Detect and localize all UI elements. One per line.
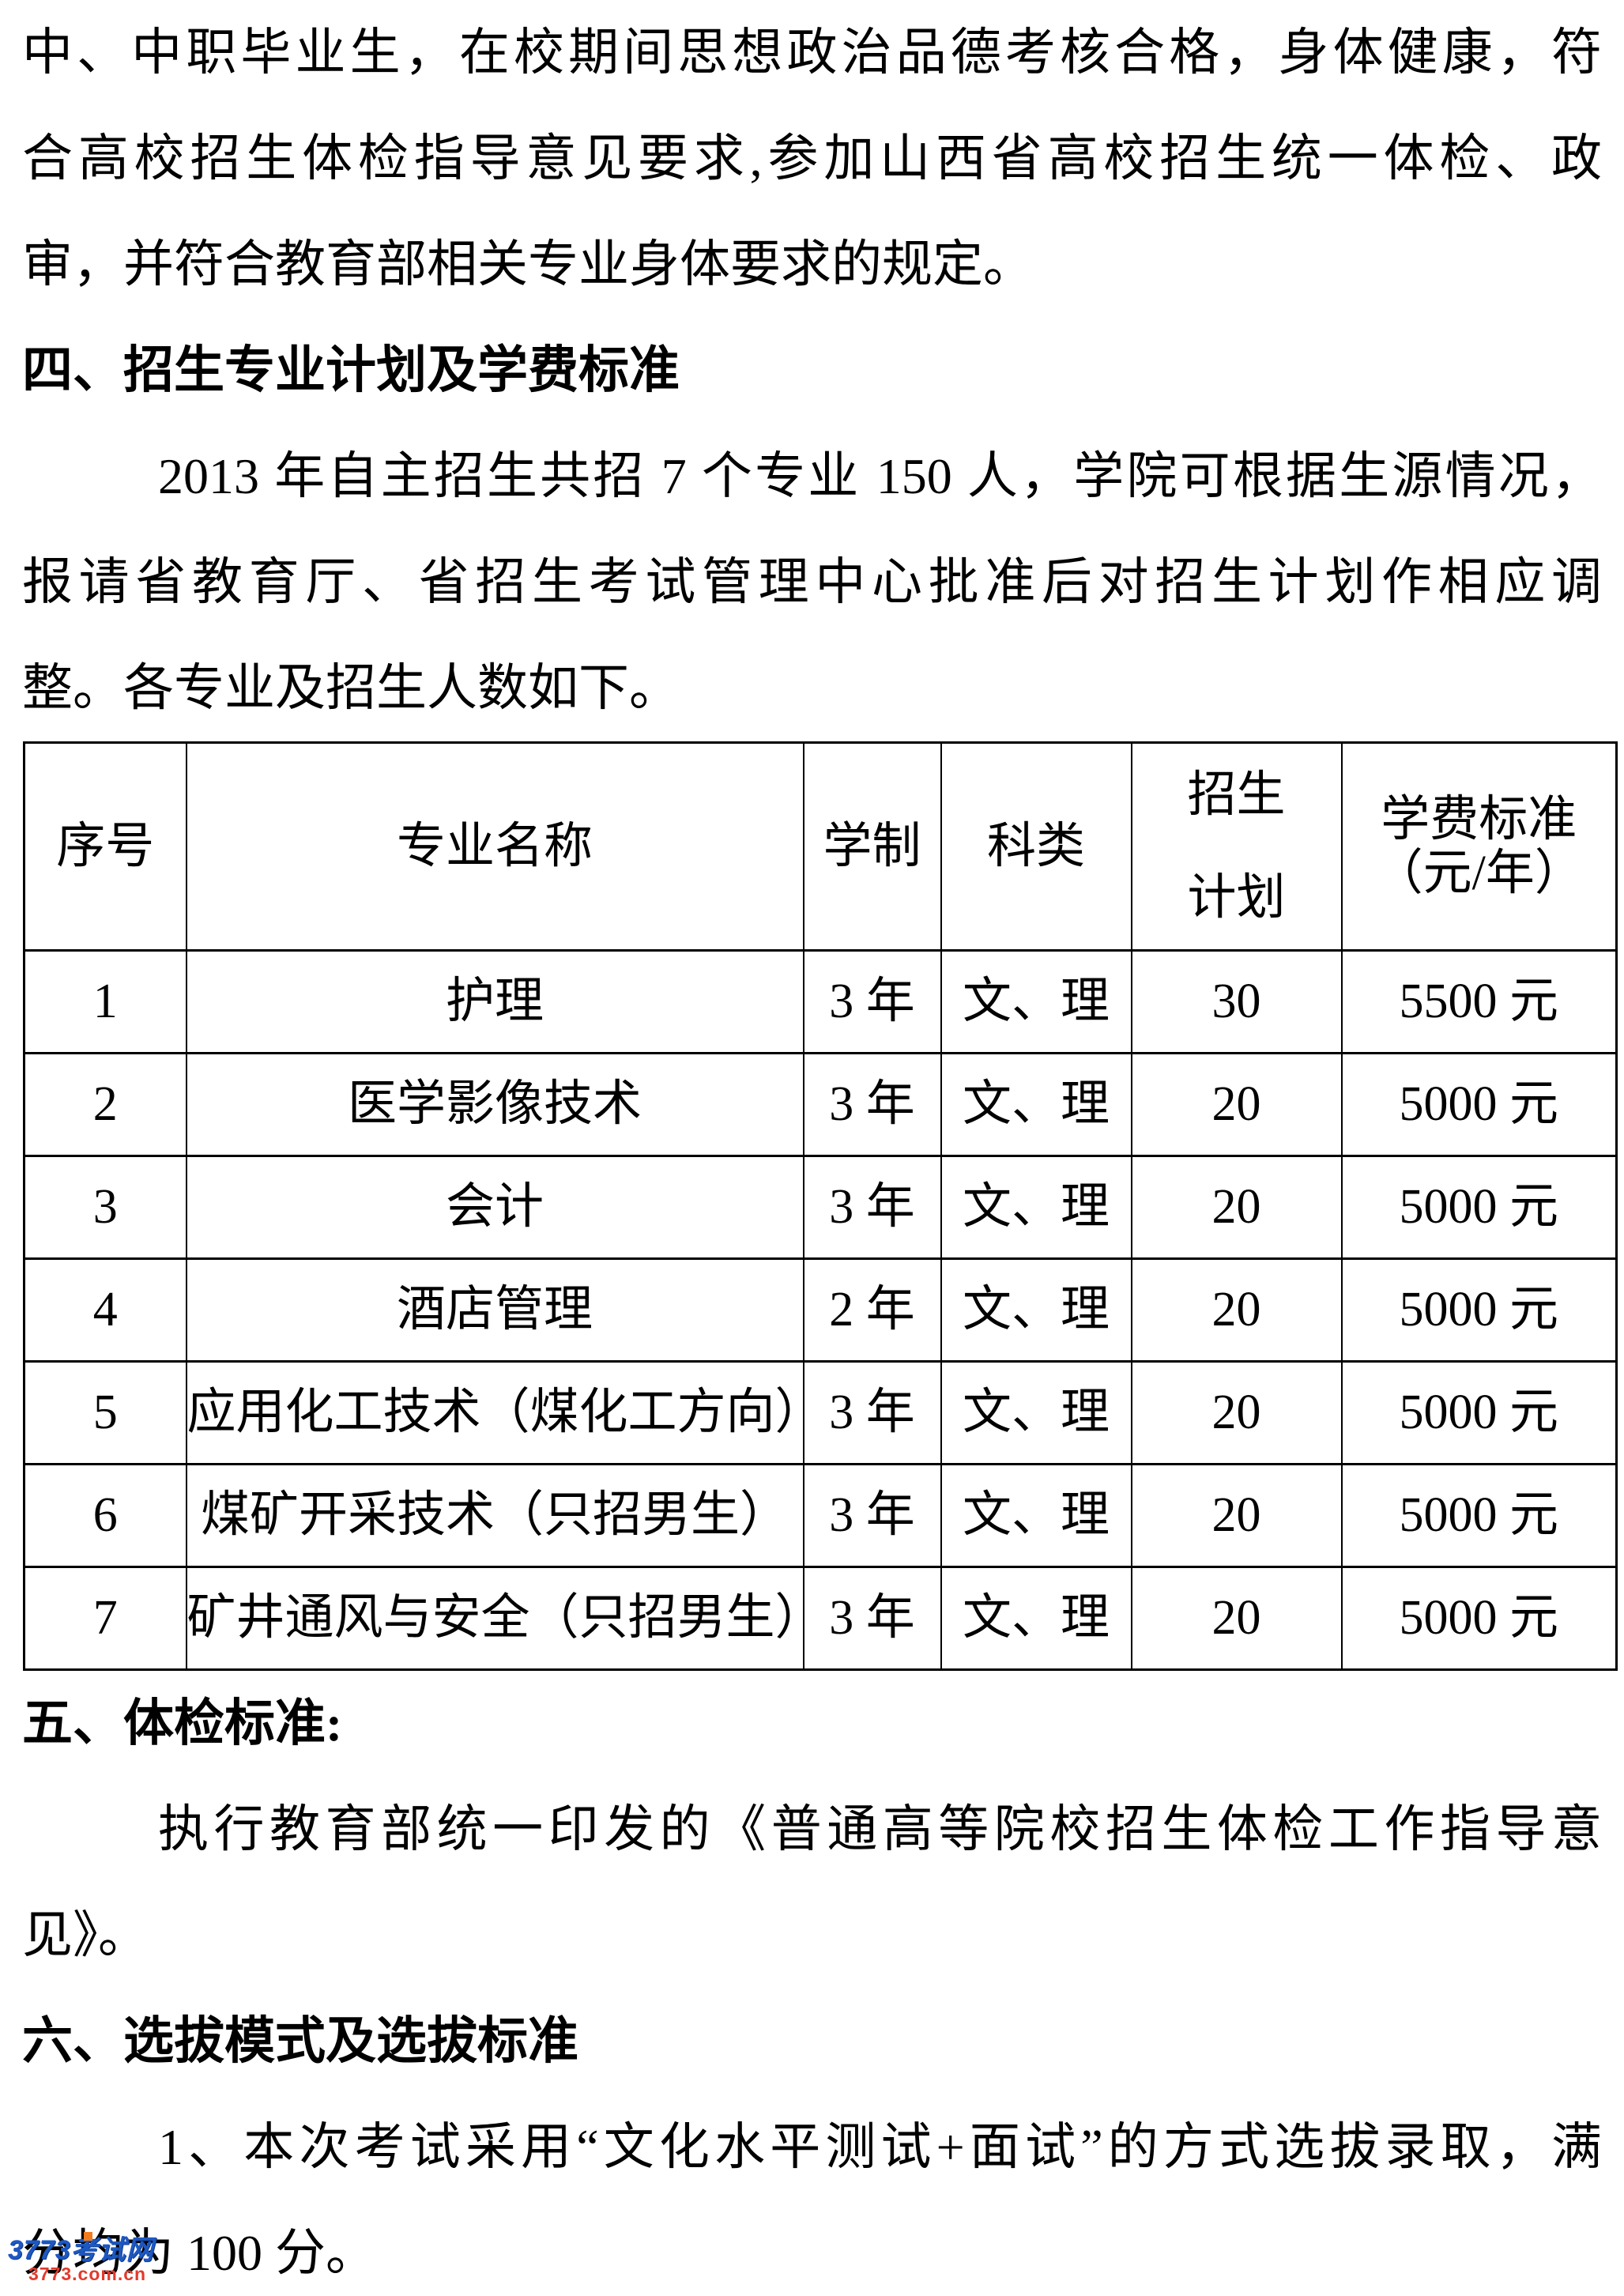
paragraph-line: 见》。 xyxy=(22,1907,149,1963)
paragraph-line: 审，并符合教育部相关专业身体要求的规定。 xyxy=(22,236,1034,292)
paragraph-line: 2013 年自主招生共招 7 个专业 150 人，学院可根据生源情况， xyxy=(158,448,1602,504)
cell-category: 文、理 xyxy=(940,949,1132,1054)
cell-seq: 5 xyxy=(23,1360,187,1465)
cell-fee: 5000 元 xyxy=(1340,1257,1618,1363)
cell-fee: 5000 元 xyxy=(1340,1155,1618,1260)
cell-category: 文、理 xyxy=(940,1463,1132,1568)
cell-major: 煤矿开采技术（只招男生） xyxy=(185,1463,804,1568)
cell-category: 文、理 xyxy=(940,1155,1132,1260)
cell-duration: 3 年 xyxy=(802,1360,942,1465)
paragraph-line: 合高校招生体检指导意见要求,参加山西省高校招生统一体检、政 xyxy=(22,130,1602,187)
cell-duration: 3 年 xyxy=(802,1052,942,1157)
cell-seq: 4 xyxy=(23,1257,187,1363)
table-row: 2 医学影像技术 3 年 文、理 20 5000 元 xyxy=(23,1052,1618,1157)
cell-plan: 20 xyxy=(1130,1052,1343,1157)
cell-category: 文、理 xyxy=(940,1360,1132,1465)
paragraph-line: 执行教育部统一印发的《普通高等院校招生体检工作指导意 xyxy=(158,1801,1602,1857)
cell-seq: 3 xyxy=(23,1155,187,1260)
cell-plan: 20 xyxy=(1130,1360,1343,1465)
cell-major: 护理 xyxy=(185,949,804,1054)
header-fee-line2: （元/年） xyxy=(1373,846,1584,900)
cell-plan: 20 xyxy=(1130,1257,1343,1363)
header-plan-lines: 招生 计划 xyxy=(1133,745,1340,948)
section-heading-4: 四、招生专业计划及学费标准 xyxy=(22,342,680,398)
cell-category: 文、理 xyxy=(940,1566,1132,1671)
cell-seq: 7 xyxy=(23,1566,187,1671)
header-fee: 学费标准 （元/年） xyxy=(1340,741,1618,952)
header-seq: 序号 xyxy=(23,741,187,952)
cell-duration: 3 年 xyxy=(802,1155,942,1260)
table-row: 3 会计 3 年 文、理 20 5000 元 xyxy=(23,1155,1618,1260)
header-duration: 学制 xyxy=(802,741,942,952)
cell-category: 文、理 xyxy=(940,1257,1132,1363)
header-category: 科类 xyxy=(940,741,1132,952)
header-fee-lines: 学费标准 （元/年） xyxy=(1343,793,1615,900)
paragraph-line: 分均为 100 分。 xyxy=(22,2225,376,2281)
paragraph-line: 1、本次考试采用“文化水平测试+面试”的方式选拔录取，满 xyxy=(158,2119,1602,2175)
cell-duration: 3 年 xyxy=(802,1566,942,1671)
header-plan-line2: 计划 xyxy=(1187,871,1286,925)
cell-plan: 20 xyxy=(1130,1566,1343,1671)
table-row: 1 护理 3 年 文、理 30 5500 元 xyxy=(23,949,1618,1054)
cell-duration: 3 年 xyxy=(802,949,942,1054)
cell-seq: 2 xyxy=(23,1052,187,1157)
cell-fee: 5000 元 xyxy=(1340,1052,1618,1157)
cell-fee: 5000 元 xyxy=(1340,1566,1618,1671)
section-heading-5: 五、体检标准: xyxy=(22,1695,343,1751)
cell-major: 矿井通风与安全（只招男生） xyxy=(185,1566,804,1671)
cell-major: 酒店管理 xyxy=(185,1257,804,1363)
cell-fee: 5000 元 xyxy=(1340,1360,1618,1465)
cell-category: 文、理 xyxy=(940,1052,1132,1157)
header-plan-line1: 招生 xyxy=(1187,768,1286,822)
enrollment-plan-table: 序号 专业名称 学制 科类 招生 计划 学费标准 （元/年） xyxy=(23,741,1618,1671)
cell-major: 会计 xyxy=(185,1155,804,1260)
cell-duration: 3 年 xyxy=(802,1463,942,1568)
header-plan: 招生 计划 xyxy=(1130,741,1343,952)
table-row: 7 矿井通风与安全（只招男生） 3 年 文、理 20 5000 元 xyxy=(23,1566,1618,1671)
cell-plan: 20 xyxy=(1130,1463,1343,1568)
table-row: 5 应用化工技术（煤化工方向） 3 年 文、理 20 5000 元 xyxy=(23,1360,1618,1465)
cell-major: 应用化工技术（煤化工方向） xyxy=(185,1360,804,1465)
header-fee-line1: 学费标准 xyxy=(1381,793,1577,846)
paragraph-line: 中、中职毕业生，在校期间思想政治品德考核合格，身体健康，符 xyxy=(22,25,1602,81)
table-row: 4 酒店管理 2 年 文、理 20 5000 元 xyxy=(23,1257,1618,1363)
cell-major: 医学影像技术 xyxy=(185,1052,804,1157)
cell-seq: 1 xyxy=(23,949,187,1054)
cell-seq: 6 xyxy=(23,1463,187,1568)
cell-fee: 5000 元 xyxy=(1340,1463,1618,1568)
cell-duration: 2 年 xyxy=(802,1257,942,1363)
cell-fee: 5500 元 xyxy=(1340,949,1618,1054)
header-major: 专业名称 xyxy=(185,741,804,952)
cell-plan: 20 xyxy=(1130,1155,1343,1260)
paragraph-line: 报请省教育厅、省招生考试管理中心批准后对招生计划作相应调 xyxy=(22,554,1602,610)
table-header-row: 序号 专业名称 学制 科类 招生 计划 学费标准 （元/年） xyxy=(23,741,1618,952)
section-heading-6: 六、选拔模式及选拔标准 xyxy=(22,2013,578,2069)
table-row: 6 煤矿开采技术（只招男生） 3 年 文、理 20 5000 元 xyxy=(23,1463,1618,1568)
paragraph-line: 整。各专业及招生人数如下。 xyxy=(22,660,680,716)
cell-plan: 30 xyxy=(1130,949,1343,1054)
